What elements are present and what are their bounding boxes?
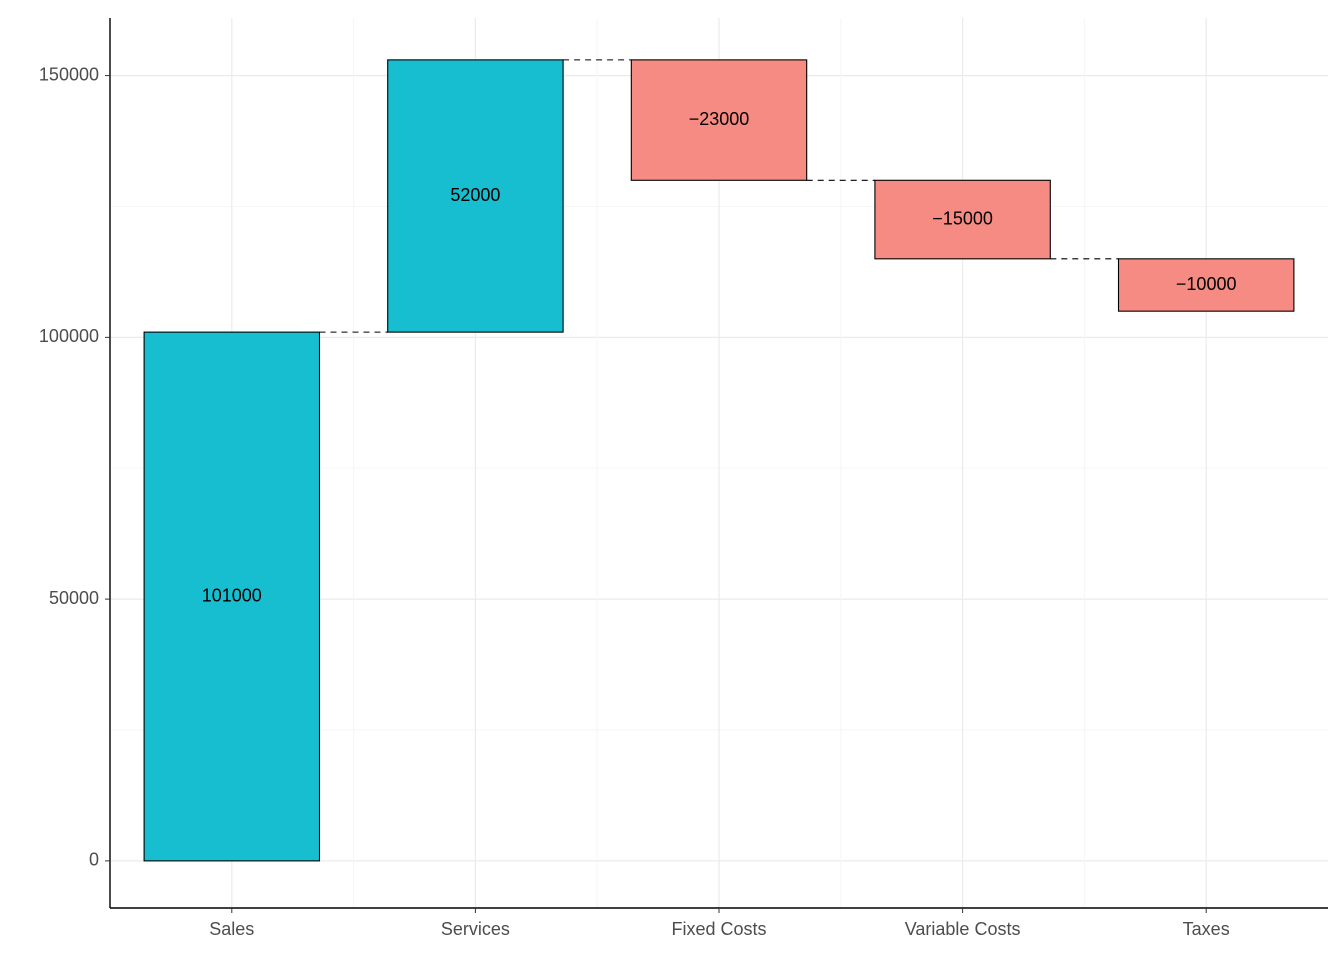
x-tick-label: Services [441,919,510,939]
y-tick-label: 0 [89,850,99,870]
bar-value-label: 101000 [202,585,262,605]
bar-value-label: −15000 [932,208,993,228]
y-tick-label: 150000 [39,64,99,84]
x-tick-label: Taxes [1183,919,1230,939]
waterfall-chart-svg: 101000 52000 −23000 −15000 −10000 0 50000 10000… [0,0,1344,960]
y-tick-label: 50000 [49,588,99,608]
y-tick-label: 100000 [39,326,99,346]
x-tick-label: Fixed Costs [671,919,766,939]
bar-value-label: 52000 [450,185,500,205]
chart-container: 101000 52000 −23000 −15000 −10000 0 50000 10000… [0,0,1344,960]
x-tick-label: Variable Costs [905,919,1021,939]
bar-value-label: −10000 [1176,274,1237,294]
bar-value-label: −23000 [689,109,750,129]
x-tick-label: Sales [209,919,254,939]
